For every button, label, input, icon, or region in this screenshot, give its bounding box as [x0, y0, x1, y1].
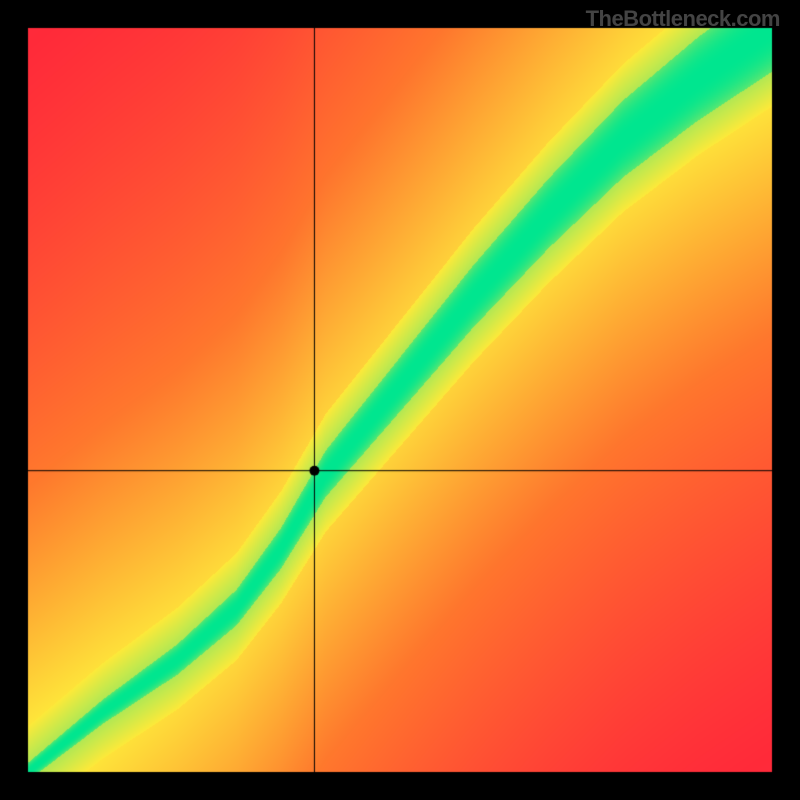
- bottleneck-heatmap-canvas: [0, 0, 800, 800]
- watermark-text: TheBottleneck.com: [586, 6, 780, 32]
- chart-container: TheBottleneck.com: [0, 0, 800, 800]
